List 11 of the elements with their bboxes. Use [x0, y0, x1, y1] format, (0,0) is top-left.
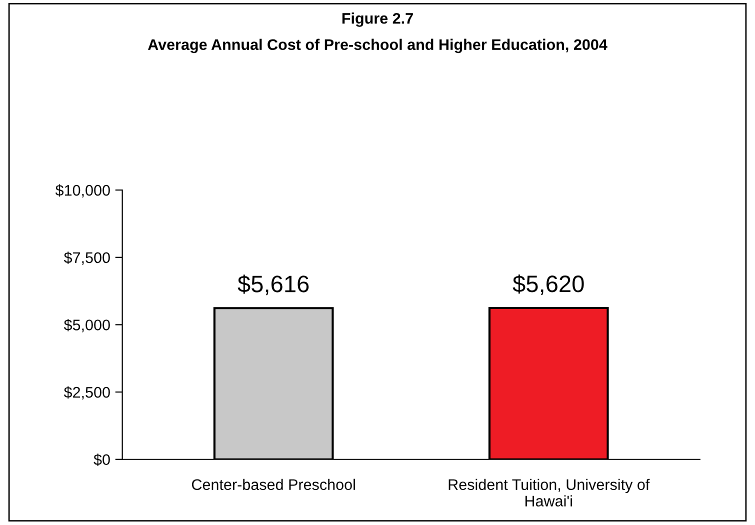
y-tick-label: $5,000: [64, 318, 110, 332]
y-tick-label: $7,500: [64, 252, 110, 265]
data-label: $5,620: [512, 274, 584, 296]
data-label: $5,616: [238, 274, 309, 296]
x-tick-label: Resident Tuition, University of Hawai'i: [448, 478, 650, 506]
y-tick-label: $2,500: [64, 386, 110, 400]
y-tick-label: $0: [94, 454, 110, 466]
x-tick-label: Center-based Preschool: [192, 478, 355, 490]
y-tick-label: $10,000: [55, 184, 110, 198]
chart-subtitle: Average Annual Cost of Pre-school and Higher Education, 2004: [148, 38, 608, 54]
chart-title: Figure 2.7: [342, 12, 413, 27]
